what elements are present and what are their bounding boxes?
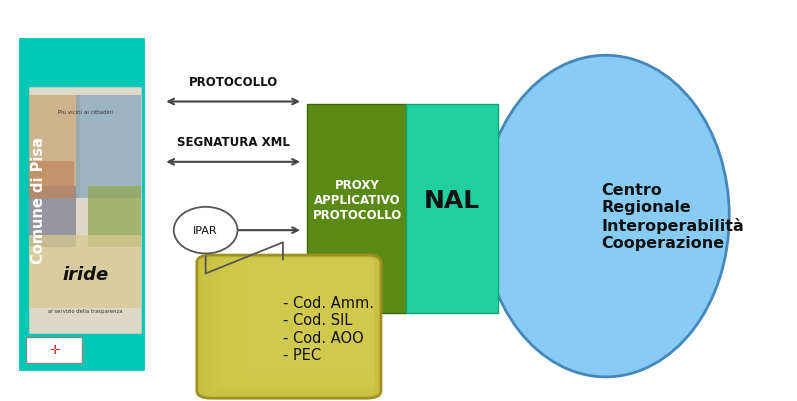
FancyBboxPatch shape	[307, 104, 406, 313]
Text: al servizio della trasparenza: al servizio della trasparenza	[48, 308, 123, 313]
FancyBboxPatch shape	[29, 162, 74, 198]
FancyBboxPatch shape	[29, 235, 141, 308]
FancyBboxPatch shape	[20, 40, 143, 369]
FancyBboxPatch shape	[29, 95, 80, 198]
Text: ✛: ✛	[49, 343, 59, 356]
Text: SEGNATURA XML: SEGNATURA XML	[177, 136, 290, 149]
FancyBboxPatch shape	[197, 255, 381, 398]
Text: Più vicini ai cittadini: Più vicini ai cittadini	[58, 110, 112, 115]
Text: NAL: NAL	[424, 188, 480, 213]
Text: Comune di Pisa: Comune di Pisa	[31, 137, 45, 264]
Text: iride: iride	[62, 265, 108, 283]
FancyBboxPatch shape	[406, 104, 498, 313]
Text: Centro
Regionale
Interoperabilità
Cooperazione: Centro Regionale Interoperabilità Cooper…	[602, 182, 744, 251]
FancyBboxPatch shape	[29, 88, 141, 333]
FancyBboxPatch shape	[203, 259, 375, 395]
Text: - Cod. Amm.
- Cod. SIL
- Cod. AOO
- PEC: - Cod. Amm. - Cod. SIL - Cod. AOO - PEC	[283, 295, 374, 363]
FancyBboxPatch shape	[211, 259, 375, 391]
Ellipse shape	[174, 207, 238, 254]
Ellipse shape	[482, 56, 729, 377]
FancyBboxPatch shape	[26, 337, 82, 363]
FancyBboxPatch shape	[77, 95, 141, 198]
FancyBboxPatch shape	[88, 186, 141, 247]
Text: IPAR: IPAR	[194, 226, 218, 235]
FancyBboxPatch shape	[29, 186, 77, 247]
Text: PROXY
APPLICATIVO
PROTOCOLLO: PROXY APPLICATIVO PROTOCOLLO	[312, 179, 402, 222]
Text: PROTOCOLLO: PROTOCOLLO	[189, 76, 278, 89]
